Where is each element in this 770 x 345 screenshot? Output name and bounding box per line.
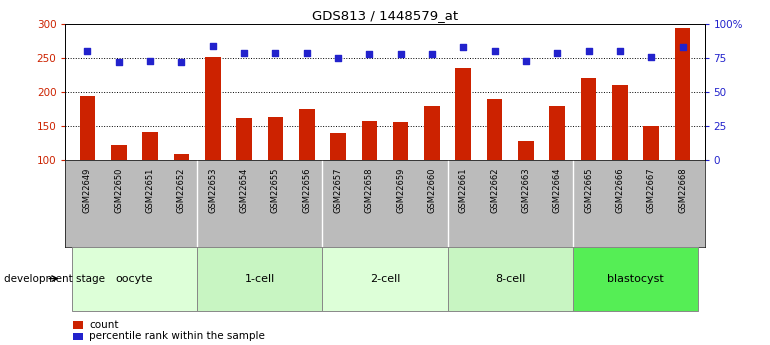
Point [677,45,689,50]
Bar [236,118,252,160]
Bar [675,28,691,160]
Text: GSM22667: GSM22667 [647,167,656,213]
Bar [173,154,189,160]
Text: development stage: development stage [4,274,105,284]
Text: GSM22654: GSM22654 [239,167,249,213]
Bar [73,333,83,340]
Point [363,51,376,57]
Point [270,50,282,56]
Text: GSM22666: GSM22666 [615,167,624,213]
Point [457,45,470,50]
Bar [323,247,447,310]
Text: GSM22656: GSM22656 [302,167,311,213]
Text: GDS813 / 1448579_at: GDS813 / 1448579_at [312,9,458,22]
Text: GSM22660: GSM22660 [427,167,437,213]
Point [238,50,250,56]
Text: count: count [89,320,119,330]
Point [206,43,219,49]
Bar [447,247,573,310]
Point [426,51,438,57]
Point [144,58,156,64]
Text: 2-cell: 2-cell [370,274,400,284]
Bar [612,85,628,160]
Text: GSM22662: GSM22662 [490,167,499,213]
Bar [197,247,323,310]
Point [394,51,407,57]
Bar [72,247,197,310]
Point [176,60,188,65]
Text: GSM22668: GSM22668 [678,167,687,213]
Text: GSM22657: GSM22657 [333,167,343,213]
Point [300,50,313,56]
Point [551,50,564,56]
Point [112,60,125,65]
Bar [644,126,659,160]
Text: GSM22658: GSM22658 [365,167,374,213]
Point [582,49,594,54]
Text: GSM22661: GSM22661 [459,167,468,213]
Text: GSM22663: GSM22663 [521,167,531,213]
Text: percentile rank within the sample: percentile rank within the sample [89,332,265,341]
Bar [518,141,534,160]
Bar [111,146,126,160]
Bar [550,106,565,160]
Bar [73,321,83,329]
Text: GSM22664: GSM22664 [553,167,562,213]
Point [614,49,626,54]
Bar [487,99,503,160]
Point [645,54,658,60]
Text: GSM22651: GSM22651 [146,167,155,213]
Bar [393,121,409,160]
Text: GSM22655: GSM22655 [271,167,280,213]
Bar [361,121,377,160]
Bar [299,109,314,160]
Bar [330,133,346,160]
Text: oocyte: oocyte [116,274,153,284]
Text: blastocyst: blastocyst [608,274,664,284]
Text: GSM22652: GSM22652 [177,167,186,213]
Text: GSM22659: GSM22659 [396,167,405,213]
Text: GSM22665: GSM22665 [584,167,593,213]
Bar [424,106,440,160]
Bar [142,132,158,160]
Text: 1-cell: 1-cell [245,274,275,284]
Text: GSM22649: GSM22649 [83,167,92,213]
Bar [205,57,220,160]
Bar [581,78,597,160]
Bar [79,96,95,160]
Bar [573,247,698,310]
Point [81,49,93,54]
Point [488,49,500,54]
Bar [267,118,283,160]
Text: GSM22653: GSM22653 [208,167,217,213]
Bar [456,68,471,160]
Point [520,58,532,64]
Point [332,56,344,61]
Text: GSM22650: GSM22650 [114,167,123,213]
Text: 8-cell: 8-cell [495,274,525,284]
